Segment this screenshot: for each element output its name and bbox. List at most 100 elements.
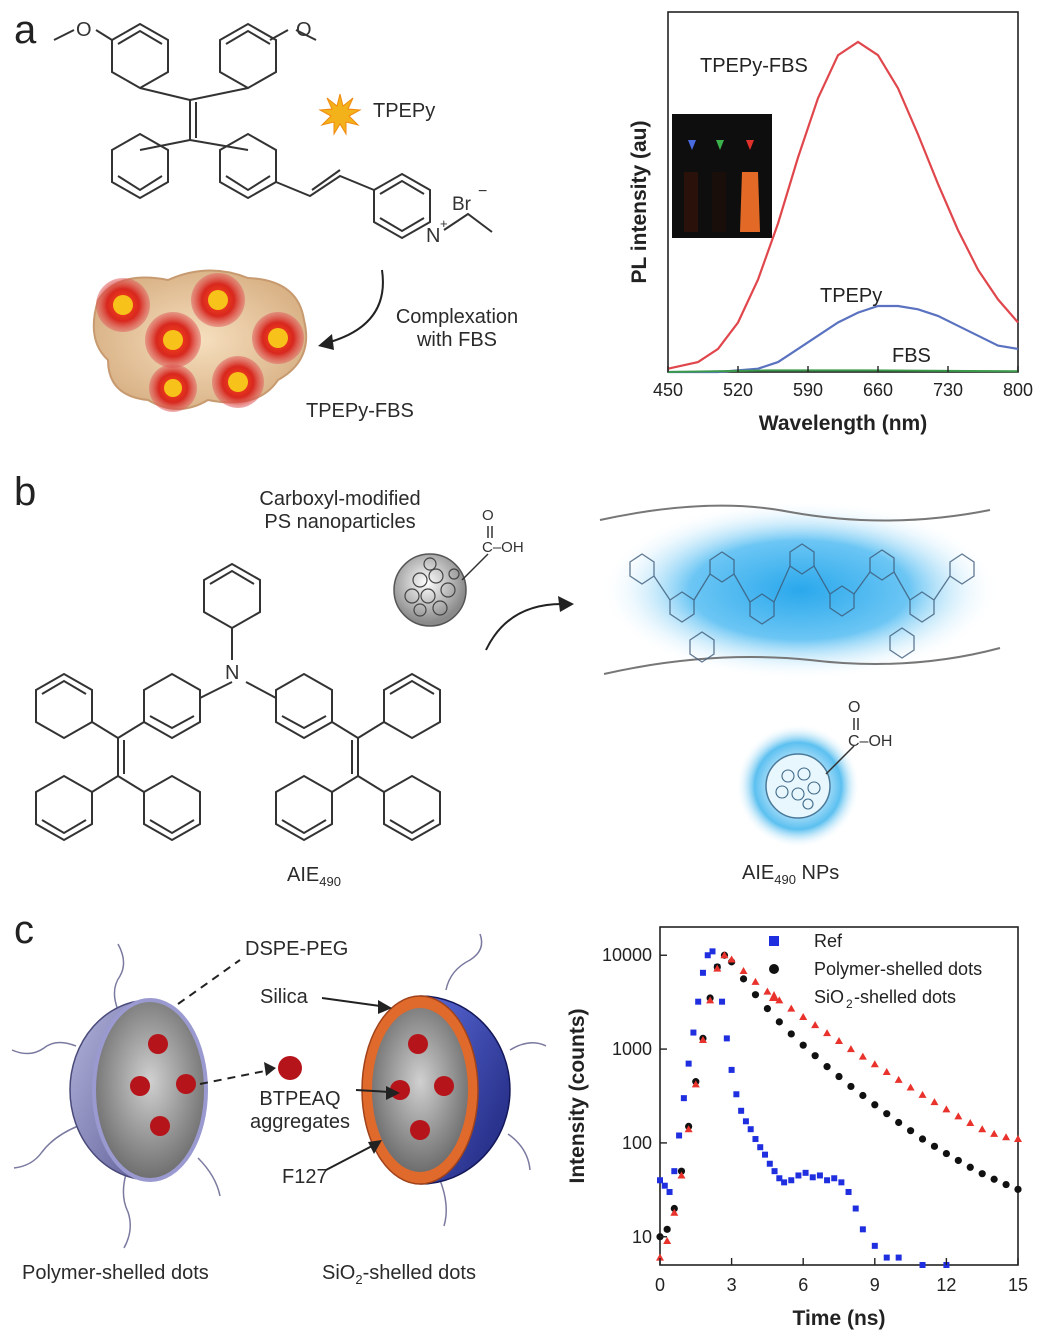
polymer-point <box>763 1005 771 1013</box>
sio2-point <box>894 1075 903 1083</box>
legend-label-polymer: Polymer-shelled dots <box>814 959 982 979</box>
polymer-point <box>918 1135 927 1143</box>
ref-point <box>680 1095 687 1102</box>
polymer-point <box>895 1118 903 1127</box>
ref-point <box>776 1175 783 1182</box>
ref-point <box>671 1168 678 1175</box>
ref-point <box>795 1172 802 1179</box>
sio2-point <box>663 1237 672 1245</box>
ref-point <box>919 1262 926 1268</box>
legend-marker-sio2 <box>769 991 779 1001</box>
decay-x-tick-label: 12 <box>936 1275 956 1295</box>
sio2-point <box>990 1129 999 1137</box>
sio2-point <box>706 996 715 1004</box>
ps-nanoparticle-illustration: O C–OH <box>393 507 524 627</box>
decay-y-tick-label: 100 <box>622 1133 652 1153</box>
polymer-point <box>859 1091 867 1100</box>
ref-point <box>723 1035 730 1042</box>
methoxy-o-right: O <box>296 19 312 41</box>
ref-point <box>719 998 726 1005</box>
decay-x-tick-label: 9 <box>870 1275 880 1295</box>
ref-point <box>766 1160 773 1167</box>
aie490-np-matrix-illustration <box>599 500 1001 680</box>
inset-red-marker <box>746 140 754 150</box>
pl-y-axis-title: PL intensity (au) <box>628 121 651 284</box>
aie490-np-label-suffix: NPs <box>795 862 840 884</box>
series-label-tpepy-fbs: TPEPy-FBS <box>700 55 808 77</box>
pl-x-tick-label: 800 <box>1003 380 1033 400</box>
sio2-point <box>930 1098 939 1106</box>
decay-y-tick-label: 1000 <box>612 1039 652 1059</box>
sio2-point <box>727 955 736 963</box>
series-line-0 <box>667 40 1019 370</box>
sio2-point <box>656 1253 664 1261</box>
cooh-oxygen: O <box>482 507 494 524</box>
methoxy-o-left: O <box>76 19 92 41</box>
polymer-point <box>787 1030 795 1038</box>
pyridinium-n: N <box>426 225 440 247</box>
ref-point <box>802 1169 809 1176</box>
aie490-structure: N <box>35 562 441 842</box>
ref-point <box>695 998 702 1005</box>
ref-point <box>895 1254 902 1261</box>
sio2-point <box>691 1080 700 1088</box>
ref-point <box>657 1177 663 1184</box>
ref-point <box>824 1177 831 1184</box>
sio2-point <box>870 1060 879 1068</box>
complexation-label: Complexation with FBS <box>382 306 532 352</box>
polymer-point <box>663 1225 671 1233</box>
ref-point <box>728 1066 735 1073</box>
ref-point <box>738 1107 745 1114</box>
ps-label-line2: PS nanoparticles <box>264 511 416 533</box>
amine-nitrogen: N <box>225 662 239 684</box>
sio2-point <box>763 987 772 995</box>
reaction-arrow <box>485 596 574 651</box>
btpeaq-label-line1: BTPEAQ <box>259 1088 341 1110</box>
legend-label-sio2-a: SiO <box>814 987 844 1007</box>
ref-point <box>781 1179 788 1186</box>
decay-plot-frame <box>659 926 1019 1266</box>
aie490-label-sub: 490 <box>319 874 341 889</box>
ref-point <box>852 1205 859 1212</box>
decay-y-tick-label: 10 <box>632 1227 652 1247</box>
n-plus-sign: + <box>440 216 448 231</box>
pl-x-tick-label: 520 <box>723 380 753 400</box>
legend-marker-polymer <box>769 964 779 974</box>
polymer-point <box>751 991 760 999</box>
decay-x-tick-label: 15 <box>1008 1275 1028 1295</box>
ref-point <box>704 952 711 959</box>
ref-point <box>685 1060 692 1067</box>
sio2-point <box>942 1105 951 1113</box>
sio2-point <box>751 977 760 985</box>
f127-label: F127 <box>282 1166 328 1188</box>
sio2-point <box>1014 1135 1022 1143</box>
decay-y-axis-title: Intensity (counts) <box>566 1008 589 1183</box>
polymer-point <box>811 1052 819 1060</box>
ref-point <box>699 969 706 976</box>
aie490-np-label: AIE490 NPs <box>742 862 839 887</box>
complexation-arrow <box>318 269 384 350</box>
sio2-shelled-caption: SiO2-shelled dots <box>322 1262 476 1287</box>
series-label-tpepy: TPEPy <box>820 285 882 307</box>
sio2-caption-sub: 2 <box>355 1272 363 1287</box>
ref-point <box>883 1254 890 1261</box>
sio2-point <box>954 1112 963 1120</box>
aie490-label: AIE490 <box>287 864 341 889</box>
polymer-point <box>883 1110 891 1118</box>
sio2-point <box>713 964 722 972</box>
ref-point <box>771 1168 778 1175</box>
complexation-label-line1: Complexation <box>395 306 519 328</box>
polymer-point <box>1014 1185 1022 1193</box>
pl-x-tick-label: 730 <box>933 380 963 400</box>
inset-green-marker <box>716 140 724 150</box>
ref-point <box>742 1118 749 1125</box>
np-cooh-oxygen: O <box>848 699 860 716</box>
ref-point <box>666 1188 673 1195</box>
ref-point <box>871 1242 878 1249</box>
polymer-point <box>775 1018 783 1026</box>
ref-point <box>676 1132 683 1139</box>
sio2-point <box>906 1083 915 1091</box>
ref-point <box>757 1144 764 1151</box>
series-line-2 <box>667 369 1019 373</box>
sio2-point <box>835 1036 843 1044</box>
